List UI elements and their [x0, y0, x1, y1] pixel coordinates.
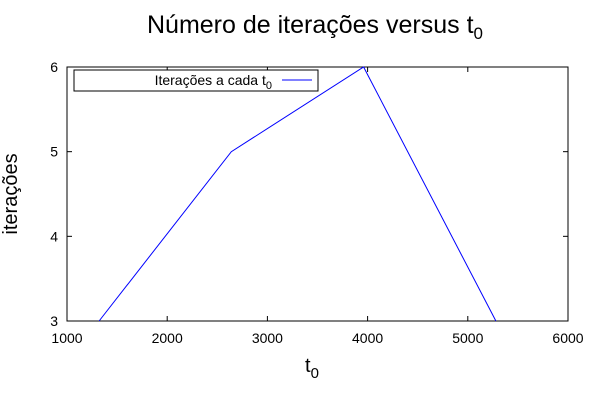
chart-title-main: Número de iterações versus t [147, 11, 474, 39]
series-layer [98, 66, 497, 322]
x-tick-label: 5000 [452, 330, 483, 346]
plot-area [66, 66, 569, 322]
x-tick-label: 1000 [51, 330, 82, 346]
x-axis: 1000 2000 3000 4000 5000 6000 [51, 67, 584, 346]
x-axis-label-subscript: 0 [311, 365, 319, 382]
x-axis-label: t0 [305, 355, 319, 382]
x-tick-label: 4000 [352, 330, 383, 346]
series-line [98, 66, 497, 322]
x-axis-label-main: t [305, 355, 311, 377]
x-tick-label: 2000 [152, 330, 183, 346]
legend-label-main: Iterações a cada t [155, 72, 266, 88]
legend-label: Iterações a cada t0 [155, 72, 272, 92]
y-axis-label: iterações [0, 153, 22, 234]
x-tick-label: 6000 [552, 330, 583, 346]
x-tick-label: 3000 [252, 330, 283, 346]
legend: Iterações a cada t0 [73, 69, 319, 92]
chart-title: Número de iterações versus t0 [147, 11, 483, 43]
legend-label-subscript: 0 [266, 80, 272, 92]
y-tick-label: 5 [50, 144, 58, 160]
y-tick-label: 6 [50, 59, 58, 75]
y-tick-label: 3 [50, 313, 58, 329]
chart-title-subscript: 0 [474, 24, 483, 43]
y-tick-label: 4 [50, 228, 58, 244]
y-axis: 3 4 5 6 [50, 59, 568, 329]
legend-box [73, 69, 319, 92]
